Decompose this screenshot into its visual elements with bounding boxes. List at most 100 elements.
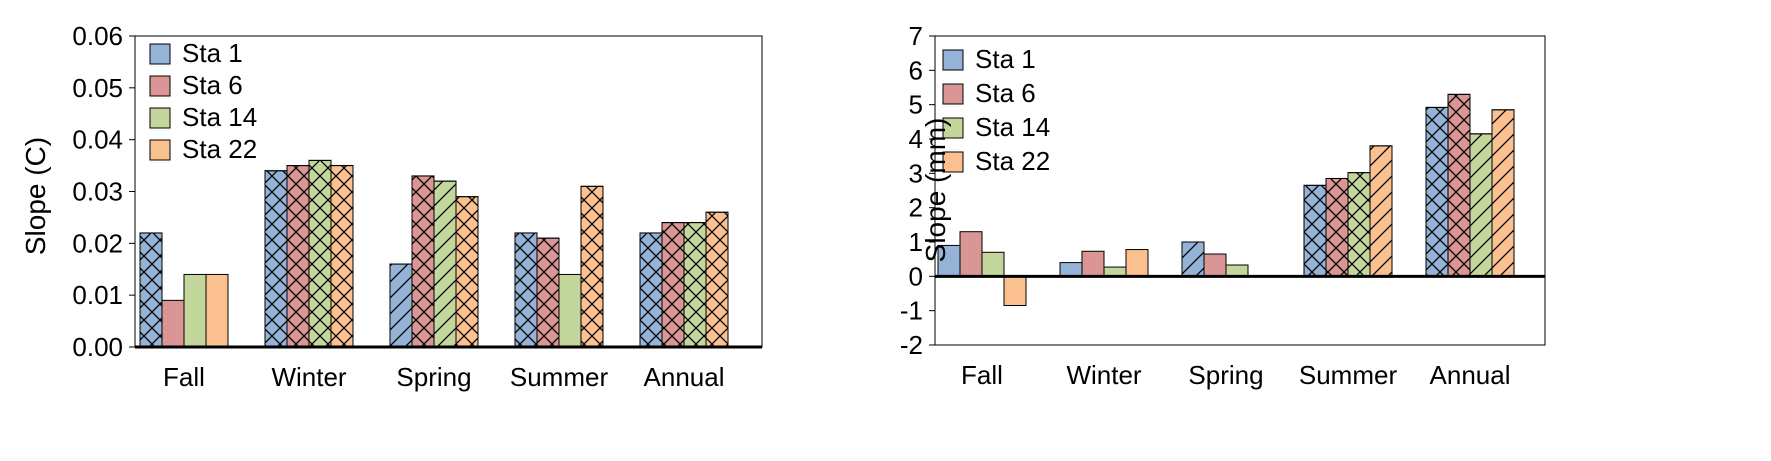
legend-label: Sta 22 — [975, 146, 1050, 176]
y-tick-label: 0.01 — [72, 280, 123, 310]
legend-swatch — [149, 107, 171, 129]
bar — [308, 159, 332, 348]
bar — [580, 185, 604, 348]
legend-label: Sta 14 — [182, 102, 257, 132]
legend: Sta 1 Sta 6 Sta 14 Sta 22 — [942, 44, 1050, 176]
legend-label: Sta 22 — [182, 134, 257, 164]
x-category-label: Winter — [1066, 360, 1141, 390]
bar — [411, 175, 435, 348]
legend-swatch — [149, 43, 171, 65]
x-category-label: Summer — [510, 362, 609, 392]
legend-item: Sta 6 — [149, 70, 243, 100]
bar — [981, 251, 1005, 277]
legend-label: Sta 1 — [182, 38, 243, 68]
precipitation-slope-chart: -2 -1 0 1 2 3 4 5 6 7 Fall Winter Spring Summer Annua… — [900, 21, 1546, 390]
bar — [1081, 250, 1105, 277]
x-category-label: Annual — [1430, 360, 1511, 390]
y-tick-label: 3 — [909, 158, 923, 188]
y-tick-label: 0.03 — [72, 177, 123, 207]
bar — [161, 299, 185, 348]
x-axis-category-labels: Fall Winter Spring Summer Annual — [163, 362, 724, 392]
y-axis-title: Slope (C) — [20, 137, 51, 255]
plot-area — [934, 35, 1546, 346]
x-category-label: Fall — [961, 360, 1003, 390]
bar — [1003, 275, 1027, 307]
y-tick-label: 0.06 — [72, 21, 123, 51]
legend-swatch — [942, 151, 964, 173]
legend-swatch — [942, 117, 964, 139]
legend-swatch — [149, 75, 171, 97]
bar — [1347, 172, 1371, 277]
x-category-label: Spring — [1188, 360, 1263, 390]
x-axis-category-labels: Fall Winter Spring Summer Annual — [961, 360, 1510, 390]
bar — [705, 211, 729, 348]
x-category-label: Summer — [1299, 360, 1398, 390]
legend-label: Sta 1 — [975, 44, 1036, 74]
y-tick-label: 5 — [909, 90, 923, 120]
y-tick-label: -1 — [900, 296, 923, 326]
bar — [536, 237, 560, 348]
bar — [558, 273, 582, 348]
legend-item: Sta 1 — [942, 44, 1036, 74]
bar — [1181, 241, 1205, 277]
legend-item: Sta 22 — [149, 134, 257, 164]
bar — [1203, 253, 1227, 277]
legend-item: Sta 1 — [149, 38, 243, 68]
y-axis-title: Slope (mm) — [920, 118, 951, 263]
bar — [683, 222, 707, 348]
bar — [514, 232, 538, 348]
legend-item: Sta 22 — [942, 146, 1050, 176]
legend-item: Sta 14 — [149, 102, 257, 132]
y-tick-label: 0.00 — [72, 332, 123, 362]
legend-item: Sta 6 — [942, 78, 1036, 108]
y-tick-label: 0.02 — [72, 228, 123, 258]
plot-border — [934, 35, 1546, 346]
y-tick-label: 2 — [909, 193, 923, 223]
bar — [1491, 109, 1515, 277]
bar — [1303, 184, 1327, 277]
bar — [286, 165, 310, 348]
x-category-label: Winter — [271, 362, 346, 392]
legend-label: Sta 6 — [182, 70, 243, 100]
bar — [330, 165, 354, 348]
y-tick-label: 1 — [909, 227, 923, 257]
y-tick-label: 4 — [909, 124, 923, 154]
legend-item: Sta 14 — [942, 112, 1050, 142]
bar — [1059, 262, 1083, 277]
x-category-label: Spring — [396, 362, 471, 392]
x-category-label: Annual — [644, 362, 725, 392]
legend-swatch — [149, 139, 171, 161]
x-category-label: Fall — [163, 362, 205, 392]
y-axis: -2 -1 0 1 2 3 4 5 6 7 — [900, 21, 935, 360]
y-tick-label: 0 — [909, 261, 923, 291]
legend-swatch — [942, 49, 964, 71]
bar — [139, 232, 163, 348]
bar — [183, 273, 207, 348]
bar — [1325, 177, 1349, 277]
bar — [661, 222, 685, 348]
bar — [264, 170, 288, 348]
bar — [205, 273, 229, 348]
bar — [1469, 133, 1493, 277]
bar — [959, 231, 983, 277]
bar — [389, 263, 413, 348]
bar — [455, 196, 479, 348]
bar — [1225, 264, 1249, 277]
temperature-slope-chart: 0.00 0.01 0.02 0.03 0.04 0.05 0.06 Fall Winter S… — [20, 21, 763, 392]
bar — [1425, 106, 1449, 277]
legend-label: Sta 14 — [975, 112, 1050, 142]
bar — [639, 232, 663, 348]
y-tick-label: 7 — [909, 21, 923, 51]
bar-series — [139, 159, 729, 348]
bar — [1369, 145, 1393, 277]
y-tick-label: 6 — [909, 55, 923, 85]
bar — [1447, 93, 1471, 277]
bar — [433, 180, 457, 348]
legend-swatch — [942, 83, 964, 105]
legend-label: Sta 6 — [975, 78, 1036, 108]
y-axis: 0.00 0.01 0.02 0.03 0.04 0.05 0.06 — [72, 21, 135, 362]
y-tick-label: -2 — [900, 330, 923, 360]
y-tick-label: 0.05 — [72, 73, 123, 103]
